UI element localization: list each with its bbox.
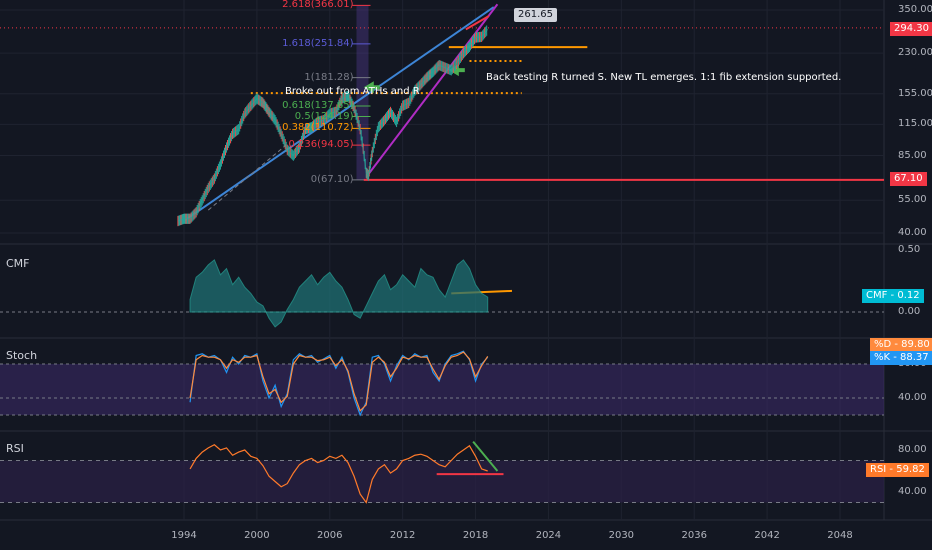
rsi-trendline-green bbox=[472, 440, 499, 472]
stoch-d-line bbox=[189, 351, 489, 412]
cmf-y-tick: 0.50 bbox=[898, 244, 921, 255]
arrow-icon bbox=[448, 64, 465, 77]
fib-level-label: 0(67.10) bbox=[310, 173, 354, 185]
fib-level-label: 0.382(110.72) bbox=[282, 122, 354, 134]
price-y-tick: 115.00 bbox=[898, 118, 932, 130]
fib-level-label: 0.618(137.65) bbox=[282, 99, 354, 111]
x-tick-label: 2042 bbox=[754, 530, 780, 541]
stoch-d-badge: %D - 89.80 bbox=[870, 338, 932, 352]
x-tick-label: 2030 bbox=[608, 530, 635, 541]
annotation-breakout: Broke out from ATHs and R bbox=[285, 86, 420, 97]
price-series-line bbox=[177, 29, 489, 222]
price-y-tick: 350.00 bbox=[898, 4, 932, 15]
price-y-tick: 40.00 bbox=[898, 227, 927, 238]
fib-level-label: 2.618(366.01) bbox=[282, 0, 354, 11]
arrow-icon bbox=[363, 81, 380, 94]
price-y-tick: 230.00 bbox=[898, 47, 932, 59]
fib-level-label: 1(181.28) bbox=[304, 71, 354, 83]
x-tick-label: 2048 bbox=[827, 530, 853, 541]
cmf-area bbox=[189, 259, 489, 328]
x-tick-label: 1994 bbox=[171, 530, 197, 541]
rsi-band bbox=[0, 460, 884, 503]
x-tick-label: 2000 bbox=[244, 530, 270, 541]
rsi-pane-title: RSI bbox=[6, 442, 24, 455]
x-tick-label: 2024 bbox=[535, 530, 562, 541]
rsi-badge: RSI - 59.82 bbox=[866, 463, 929, 477]
callout-badge: 261.65 bbox=[514, 8, 557, 22]
cmf-pane-title: CMF bbox=[6, 257, 30, 270]
stoch-k-badge: %K - 88.37 bbox=[870, 351, 932, 365]
fib-level-label: 0.236(94.05) bbox=[288, 139, 354, 151]
x-tick-label: 2006 bbox=[317, 530, 343, 541]
fib-level-label: 1.618(251.84) bbox=[282, 37, 354, 49]
stoch-pane-title: Stoch bbox=[6, 349, 38, 362]
cmf-y-tick: 0.00 bbox=[898, 306, 921, 317]
rsi-y-tick: 80.00 bbox=[898, 444, 927, 455]
red-wedge-line bbox=[465, 15, 490, 31]
long-trendline bbox=[183, 6, 495, 222]
chart-series bbox=[177, 25, 489, 504]
x-tick-label: 2036 bbox=[681, 530, 707, 541]
level-badge: 67.10 bbox=[890, 172, 927, 186]
x-tick-label: 2012 bbox=[389, 530, 416, 541]
last-price-badge: 294.30 bbox=[890, 22, 932, 36]
annotation-backtest: Back testing R turned S. New TL emerges.… bbox=[486, 72, 842, 83]
price-y-tick: 85.00 bbox=[898, 149, 927, 161]
price-y-tick: 55.00 bbox=[898, 194, 927, 206]
x-tick-label: 2018 bbox=[462, 530, 489, 541]
cmf-badge: CMF - 0.12 bbox=[862, 289, 924, 303]
fib-level-label: 0.5(124.19) bbox=[294, 110, 354, 122]
price-y-tick: 155.00 bbox=[898, 87, 932, 99]
rsi-line bbox=[189, 444, 488, 504]
rsi-y-tick: 40.00 bbox=[898, 486, 927, 497]
stoch-y-tick: 40.00 bbox=[898, 392, 927, 403]
dashed-measure-line bbox=[207, 143, 288, 211]
